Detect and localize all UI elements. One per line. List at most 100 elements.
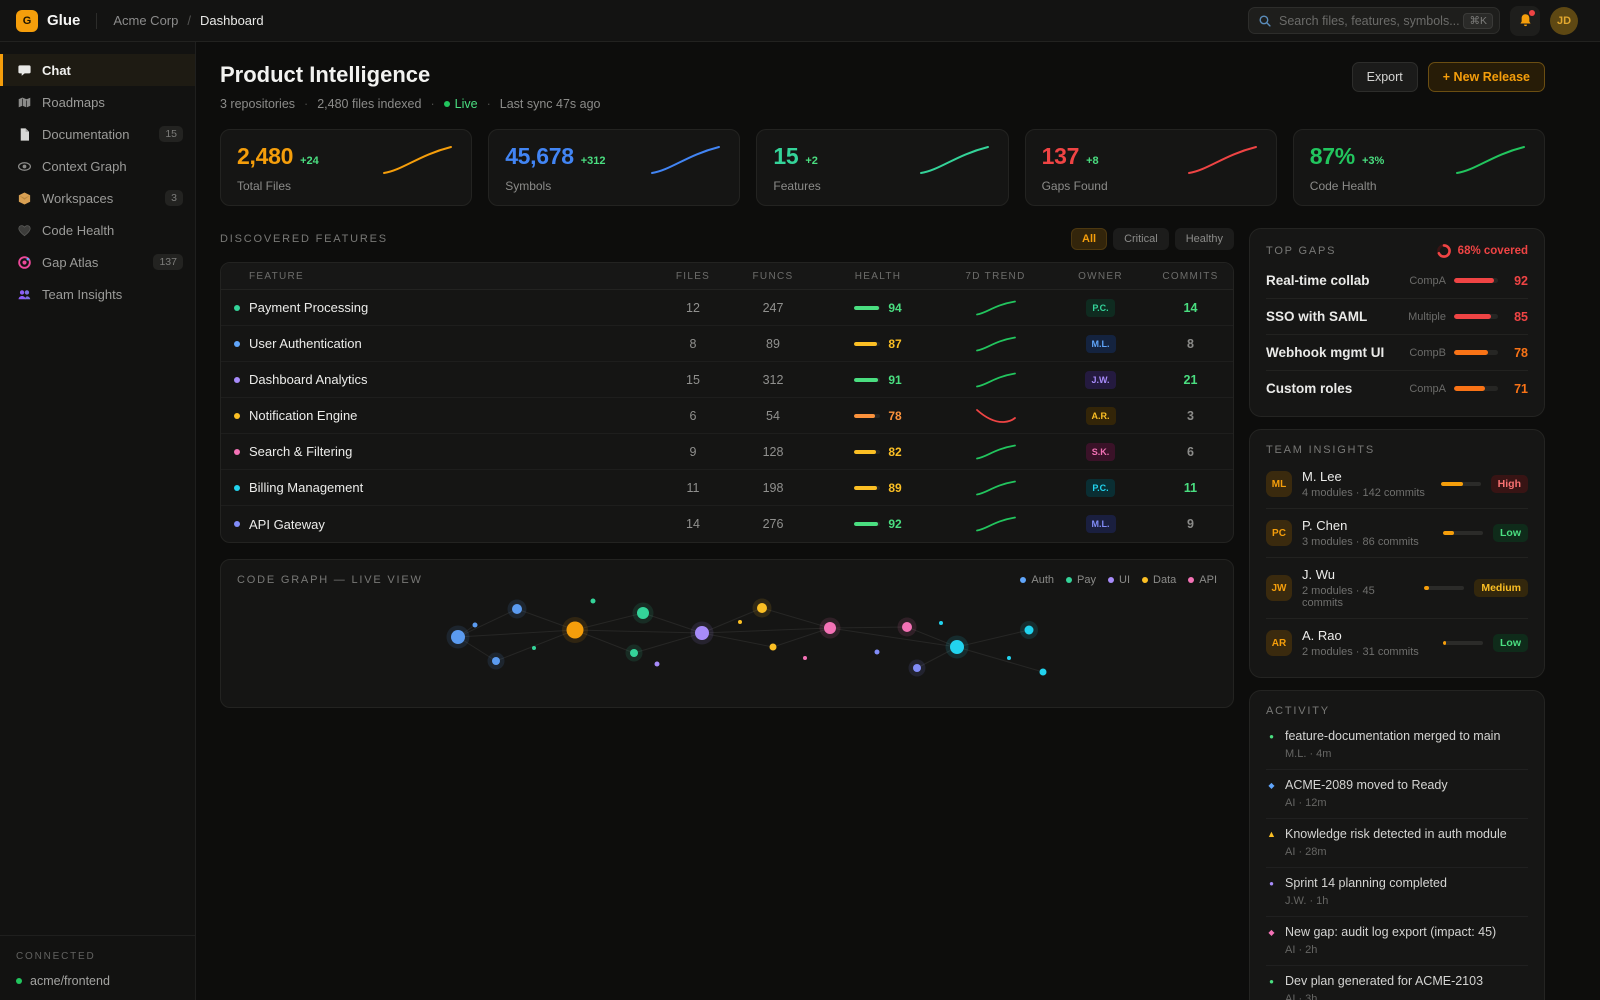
feature-row[interactable]: User Authentication 8 89 87 M.L. 8	[221, 326, 1233, 362]
feature-row[interactable]: Search & Filtering 9 128 82 S.K. 6	[221, 434, 1233, 470]
graph-node[interactable]	[769, 643, 777, 651]
sidebar-item-context-graph[interactable]: Context Graph	[0, 150, 195, 182]
sidebar-item-badge: 137	[153, 254, 183, 270]
code-graph-panel: CODE GRAPH — LIVE VIEW Auth Pay UI Data API	[220, 559, 1234, 708]
graph-node[interactable]	[874, 649, 880, 655]
feature-row[interactable]: Billing Management 11 198 89 P.C. 11	[221, 470, 1233, 506]
graph-node[interactable]	[738, 620, 742, 624]
gap-item[interactable]: Real-time collab CompA 92	[1266, 263, 1528, 299]
feature-name: Notification Engine	[249, 408, 358, 423]
stat-card-features[interactable]: 15 +2 Features	[756, 129, 1009, 206]
sidebar-item-code-health[interactable]: Code Health	[0, 214, 195, 246]
team-member-row[interactable]: JW J. Wu 2 modules · 45 commits Medium	[1266, 558, 1528, 619]
graph-node[interactable]	[757, 603, 767, 613]
graph-node[interactable]	[637, 607, 649, 619]
topbar: G Glue Acme Corp / Dashboard ⌘K JD	[0, 0, 1600, 42]
right-rail: TOP GAPS 68% covered Real-time collab Com…	[1249, 228, 1545, 1000]
graph-node[interactable]	[1039, 668, 1047, 676]
export-button[interactable]: Export	[1351, 62, 1418, 92]
trend-sparkline	[938, 442, 1053, 462]
filter-critical[interactable]: Critical	[1113, 228, 1169, 250]
stat-card-gaps-found[interactable]: 137 +8 Gaps Found	[1024, 129, 1277, 206]
sidebar-item-gap-atlas[interactable]: Gap Atlas 137	[0, 246, 195, 278]
graph-node[interactable]	[950, 640, 964, 654]
graph-node[interactable]	[695, 626, 709, 640]
owner-badge: S.K.	[1085, 442, 1116, 461]
graph-node[interactable]	[939, 621, 943, 625]
column-header-health: HEALTH	[854, 270, 902, 282]
graph-edge	[761, 607, 831, 629]
commits-count: 9	[1187, 517, 1194, 531]
team-member-row[interactable]: AR A. Rao 2 modules · 31 commits Low	[1266, 619, 1528, 667]
graph-node[interactable]	[902, 622, 912, 632]
activity-item[interactable]: ● Dev plan generated for ACME-2103 AI · 3h	[1266, 966, 1528, 1000]
graph-node[interactable]	[1007, 656, 1011, 660]
sidebar-item-roadmaps[interactable]: Roadmaps	[0, 86, 195, 118]
graph-node[interactable]	[566, 621, 584, 639]
stat-card-code-health[interactable]: 87% +3% Code Health	[1292, 129, 1545, 206]
connected-repo[interactable]: acme/frontend	[16, 974, 179, 988]
graph-node[interactable]	[803, 656, 807, 660]
gap-item[interactable]: Webhook mgmt UI CompB 78	[1266, 335, 1528, 371]
feature-row[interactable]: Payment Processing 12 247 94 P.C. 14	[221, 290, 1233, 326]
page-title: Product Intelligence	[220, 62, 431, 87]
team-risk-bar	[1440, 482, 1481, 486]
graph-node[interactable]	[590, 598, 596, 604]
graph-node[interactable]	[913, 664, 921, 672]
graph-node[interactable]	[512, 604, 522, 614]
activity-item[interactable]: ◆ ACME-2089 moved to Ready AI · 12m	[1266, 770, 1528, 819]
graph-node[interactable]	[1024, 625, 1034, 635]
graph-node[interactable]	[451, 630, 465, 644]
feature-row[interactable]: API Gateway 14 276 92 M.L. 9	[221, 506, 1233, 542]
app-logo[interactable]: G	[16, 9, 38, 32]
search-box[interactable]: ⌘K	[1248, 7, 1500, 34]
graph-node[interactable]	[654, 661, 660, 667]
feature-dot	[234, 340, 240, 347]
health-value: 89	[888, 480, 902, 495]
owner-badge: J.W.	[1085, 370, 1116, 389]
code-graph-canvas[interactable]	[237, 586, 1220, 698]
sidebar-item-chat[interactable]: Chat	[0, 54, 195, 86]
graph-edge	[457, 608, 518, 638]
risk-badge: High	[1490, 475, 1528, 493]
stat-sparkline	[1187, 146, 1257, 174]
features-table-body: Payment Processing 12 247 94 P.C. 14 User Auth…	[221, 290, 1233, 542]
stat-card-symbols[interactable]: 45,678 +312 Symbols	[488, 129, 741, 206]
filter-all[interactable]: All	[1071, 228, 1108, 250]
activity-item[interactable]: ● Sprint 14 planning completed J.W. · 1h	[1266, 868, 1528, 917]
stat-card-total-files[interactable]: 2,480 +24 Total Files	[220, 129, 473, 206]
search-input[interactable]	[1279, 13, 1464, 28]
sidebar-item-workspaces[interactable]: Workspaces 3	[0, 182, 195, 214]
sidebar-item-documentation[interactable]: Documentation 15	[0, 118, 195, 150]
sidebar-item-team-insights[interactable]: Team Insights	[0, 278, 195, 310]
breadcrumb-separator: /	[187, 13, 191, 28]
gap-item[interactable]: Custom roles CompA 71	[1266, 371, 1528, 406]
feature-name-cell: API Gateway	[221, 517, 658, 532]
feature-row[interactable]: Notification Engine 6 54 78 A.R. 3	[221, 398, 1233, 434]
notifications-button[interactable]	[1510, 5, 1540, 36]
code-health-icon	[16, 222, 32, 238]
sidebar-item-label: Chat	[42, 62, 71, 78]
graph-node[interactable]	[492, 657, 500, 665]
team-member-row[interactable]: ML M. Lee 4 modules · 142 commits High	[1266, 460, 1528, 509]
gap-bar	[1454, 314, 1498, 319]
owner-cell: M.L.	[1053, 515, 1148, 533]
graph-node[interactable]	[472, 622, 478, 628]
user-avatar[interactable]: JD	[1550, 6, 1578, 35]
filter-healthy[interactable]: Healthy	[1174, 228, 1234, 250]
team-member-name: A. Rao	[1302, 628, 1342, 643]
activity-item[interactable]: ◆ New gap: audit log export (impact: 45) A…	[1266, 917, 1528, 966]
feature-row[interactable]: Dashboard Analytics 15 312 91 J.W. 21	[221, 362, 1233, 398]
health-value: 91	[888, 372, 902, 387]
team-member-row[interactable]: PC P. Chen 3 modules · 86 commits Low	[1266, 509, 1528, 558]
breadcrumb-org[interactable]: Acme Corp	[113, 13, 179, 28]
graph-node[interactable]	[630, 649, 638, 657]
graph-node[interactable]	[824, 622, 836, 634]
new-release-button[interactable]: + New Release	[1427, 62, 1545, 92]
stat-value: 2,480	[237, 143, 294, 169]
graph-node[interactable]	[532, 646, 536, 650]
gap-item[interactable]: SSO with SAML Multiple 85	[1266, 299, 1528, 335]
activity-item[interactable]: ● feature-documentation merged to main M.L…	[1266, 721, 1528, 770]
activity-item[interactable]: ▲ Knowledge risk detected in auth module A…	[1266, 819, 1528, 868]
feature-name: API Gateway	[249, 516, 325, 532]
